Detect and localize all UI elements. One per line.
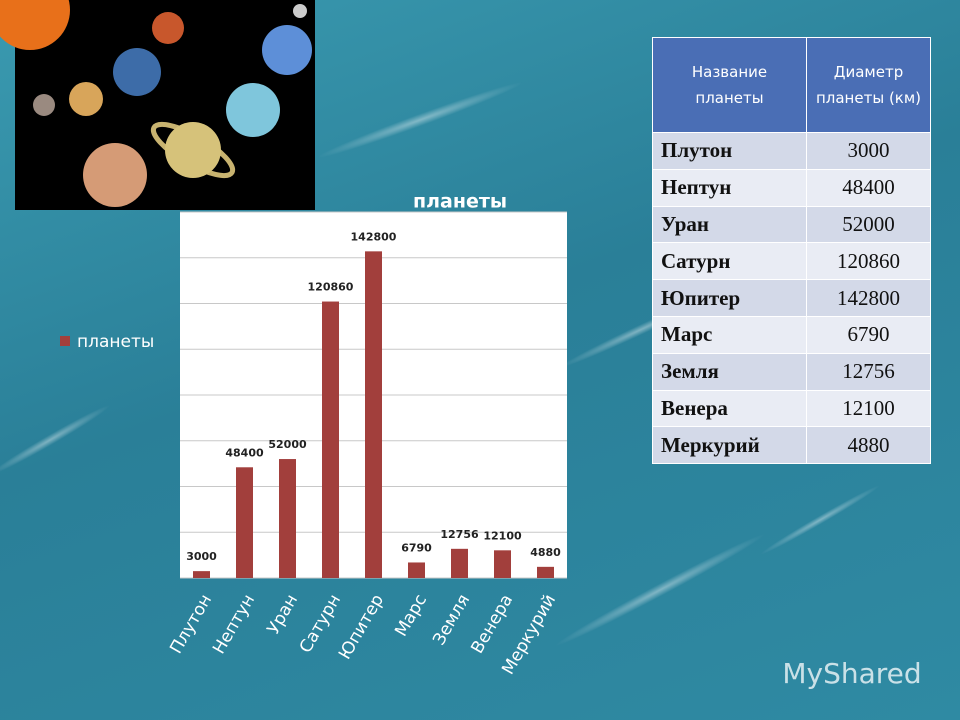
table-row: Нептун 48400 xyxy=(652,168,931,207)
planets-image xyxy=(0,0,315,210)
name-cell: Плутон xyxy=(652,132,807,170)
data-label: 12100 xyxy=(483,529,522,542)
name-cell: Венера xyxy=(652,389,807,428)
bar xyxy=(193,571,210,578)
data-label: 142800 xyxy=(351,230,397,243)
diameter-cell: 12100 xyxy=(806,389,931,428)
name-cell: Уран xyxy=(652,205,807,244)
data-label: 3000 xyxy=(186,550,217,563)
planet-table: Название планеты Диаметр планеты (км) Плут… xyxy=(652,37,931,465)
table-row: Сатурн 120860 xyxy=(652,242,931,281)
table-row: Меркурий 4880 xyxy=(652,426,931,465)
table-row: Уран 52000 xyxy=(652,205,931,244)
name-cell: Нептун xyxy=(652,168,807,207)
table-row: Венера 12100 xyxy=(652,389,931,428)
diameter-cell: 120860 xyxy=(806,242,931,281)
data-label: 52000 xyxy=(268,438,307,451)
diameter-cell: 12756 xyxy=(806,352,931,391)
diameter-cell: 48400 xyxy=(806,168,931,207)
x-tick-label: Нептун xyxy=(209,591,259,658)
name-cell: Меркурий xyxy=(652,426,807,465)
table-row: Марс 6790 xyxy=(652,315,931,354)
header-cell: Название планеты xyxy=(652,37,807,133)
legend-swatch xyxy=(60,336,70,346)
bar xyxy=(322,301,339,578)
header-row: Название планеты Диаметр планеты (км) xyxy=(652,37,931,133)
chart-title: планеты xyxy=(413,191,507,213)
diameter-cell: 3000 xyxy=(806,132,931,170)
table-row: Плутон 3000 xyxy=(652,132,931,170)
data-label: 48400 xyxy=(225,446,264,459)
name-cell: Марс xyxy=(652,315,807,354)
bar xyxy=(365,251,382,578)
bar xyxy=(494,550,511,578)
legend-label: планеты xyxy=(77,332,154,352)
data-label: 4880 xyxy=(530,546,561,559)
diameter-cell: 52000 xyxy=(806,205,931,244)
watermark: MyShared xyxy=(782,657,921,690)
x-tick-label: Уран xyxy=(263,591,302,638)
data-label: 120860 xyxy=(308,281,354,294)
data-label: 6790 xyxy=(401,541,432,554)
bar xyxy=(279,459,296,578)
diameter-cell: 4880 xyxy=(806,426,931,465)
bar xyxy=(408,562,425,578)
diameter-cell: 142800 xyxy=(806,279,931,317)
name-cell: Сатурн xyxy=(652,242,807,281)
header-cell: Диаметр планеты (км) xyxy=(806,37,931,133)
bar xyxy=(537,566,554,578)
x-tick-label: Марс xyxy=(391,591,431,640)
table-row: Юпитер 142800 xyxy=(652,279,931,317)
table-row: Земля 12756 xyxy=(652,352,931,391)
bar xyxy=(451,548,468,578)
bar xyxy=(236,467,253,578)
name-cell: Юпитер xyxy=(652,279,807,317)
data-label: 12756 xyxy=(440,528,479,541)
comet-streaks xyxy=(0,81,881,647)
name-cell: Земля xyxy=(652,352,807,391)
diameter-cell: 6790 xyxy=(806,315,931,354)
x-tick-label: Земля xyxy=(429,591,474,649)
